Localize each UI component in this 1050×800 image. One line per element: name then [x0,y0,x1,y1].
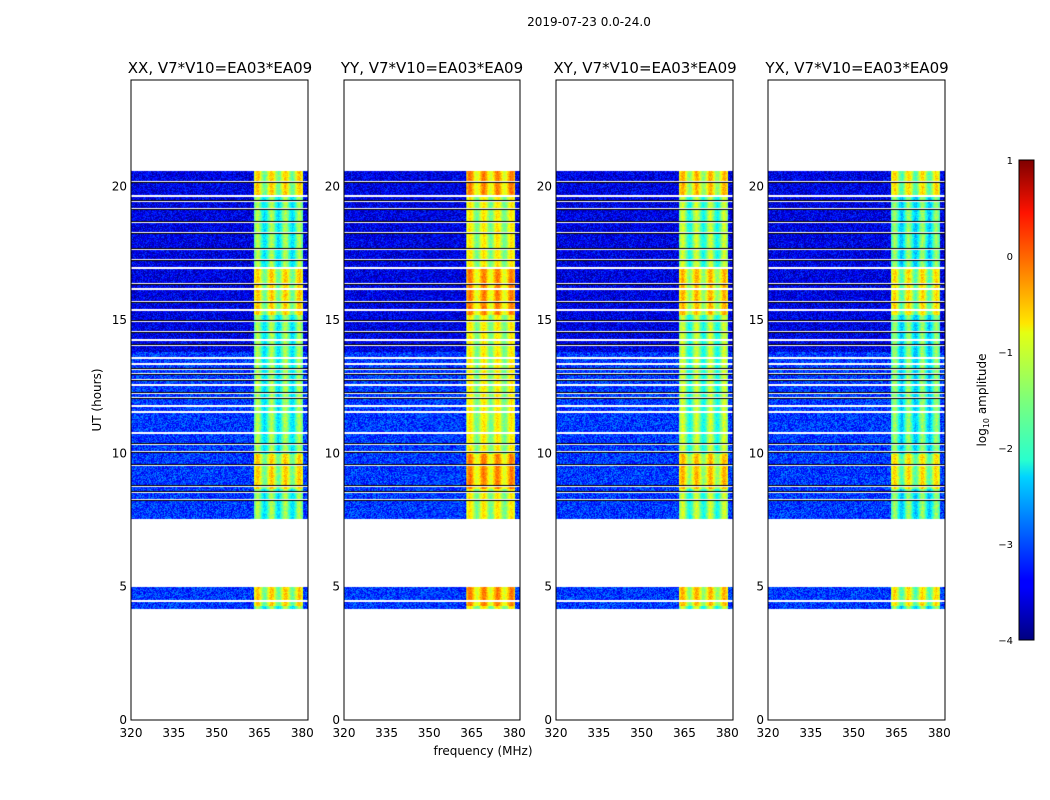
panel-xy-xtick-365: 365 [673,726,696,740]
panel-xy-yticks: 0 5 10 15 20 [537,180,552,727]
panel-xx-ytick-0: 0 [119,713,127,727]
colorbar-tick-1: 1 [1007,156,1013,167]
panel-yx-ytick-5: 5 [756,580,764,594]
panel-xx-xtick-320: 320 [120,726,143,740]
panel-yx: YX, V7*V10=EA03*EA09 320 335 350 365 380… [749,59,951,740]
panel-xx-ytick-20: 20 [112,180,127,194]
panel-yx-ytick-20: 20 [749,180,764,194]
panel-yx-ytick-15: 15 [749,313,764,327]
panel-yx-spectrogram [768,80,945,720]
colorbar-label: log10 amplitude [975,354,991,447]
panel-xx-xticks: 320 335 350 365 380 [120,726,314,740]
panel-xy-ytick-10: 10 [537,446,552,460]
panel-xx-xtick-380: 380 [291,726,314,740]
panel-xx-yticks: 0 5 10 15 20 [112,180,127,727]
panel-yy-ytick-0: 0 [332,713,340,727]
panel-yy-title: YY, V7*V10=EA03*EA09 [340,59,523,77]
panel-yx-xtick-380: 380 [928,726,951,740]
colorbar-tick-minus-4: −4 [998,636,1013,647]
panel-xy-xticks: 320 335 350 365 380 [545,726,739,740]
y-axis-label: UT (hours) [90,368,104,431]
panel-xx-xtick-335: 335 [162,726,185,740]
panel-xx: XX, V7*V10=EA03*EA09 320 335 350 365 380… [90,59,314,740]
panel-xy-frame [555,79,734,721]
panel-yx-ytick-0: 0 [756,713,764,727]
panel-yx-xtick-365: 365 [885,726,908,740]
panel-xy-ytick-0: 0 [544,713,552,727]
panel-yy-ytick-5: 5 [332,580,340,594]
panel-yy-yticks: 0 5 10 15 20 [325,180,340,727]
panel-xx-ytick-5: 5 [119,580,127,594]
panel-yy-xticks: 320 335 350 365 380 [333,726,526,740]
panel-xx-frame [130,79,309,721]
panel-yx-xtick-320: 320 [757,726,780,740]
panel-xx-xtick-350: 350 [205,726,228,740]
panel-xx-title: XX, V7*V10=EA03*EA09 [128,59,312,77]
panel-xy: XY, V7*V10=EA03*EA09 320 335 350 365 380… [433,59,738,758]
panel-yx-yticks: 0 5 10 15 20 [749,180,764,727]
panel-yx-frame [767,79,946,721]
panel-yy-xtick-320: 320 [333,726,356,740]
colorbar-tick-0: 0 [1007,252,1013,263]
panel-yy-xtick-380: 380 [503,726,526,740]
panel-yy-frame [343,79,521,721]
panel-yy-xtick-335: 335 [375,726,398,740]
figure-suptitle: 2019-07-23 0.0-24.0 [527,15,651,29]
panel-yx-xtick-350: 350 [842,726,865,740]
panel-yy-spectrogram [344,80,520,720]
colorbar: 1 0 −1 −2 −3 −4 log10 amplitude [975,156,1035,647]
panel-yx-title: YX, V7*V10=EA03*EA09 [764,59,948,77]
panel-xy-xtick-320: 320 [545,726,568,740]
panel-yy: YY, V7*V10=EA03*EA09 320 335 350 365 380… [325,59,526,740]
panel-yx-xticks: 320 335 350 365 380 [757,726,951,740]
panel-yy-xtick-365: 365 [460,726,483,740]
colorbar-label-sub: 10 [982,418,991,428]
panel-xy-ytick-15: 15 [537,313,552,327]
panel-yx-xtick-335: 335 [799,726,822,740]
x-axis-label: frequency (MHz) [433,744,532,758]
panel-yy-ytick-10: 10 [325,446,340,460]
panel-yy-ytick-20: 20 [325,180,340,194]
panel-xy-spectrogram [556,80,733,720]
colorbar-label-suffix: amplitude [975,354,989,418]
colorbar-tick-minus-3: −3 [998,540,1013,551]
panel-xx-ytick-10: 10 [112,446,127,460]
colorbar-tick-minus-2: −2 [998,444,1013,455]
panel-xx-ytick-15: 15 [112,313,127,327]
panel-yy-ytick-15: 15 [325,313,340,327]
colorbar-label-log: log [975,428,989,446]
panel-xy-ytick-5: 5 [544,580,552,594]
panel-xy-xtick-335: 335 [587,726,610,740]
panel-xy-ytick-20: 20 [537,180,552,194]
colorbar-tick-minus-1: −1 [998,348,1013,359]
panel-xx-xtick-365: 365 [248,726,271,740]
colorbar-gradient [1018,159,1035,641]
panel-xx-spectrogram [131,80,308,720]
panel-xy-xtick-380: 380 [716,726,739,740]
panel-yy-xtick-350: 350 [418,726,441,740]
panel-xy-xtick-350: 350 [630,726,653,740]
panel-xy-title: XY, V7*V10=EA03*EA09 [553,59,736,77]
panel-yx-ytick-10: 10 [749,446,764,460]
